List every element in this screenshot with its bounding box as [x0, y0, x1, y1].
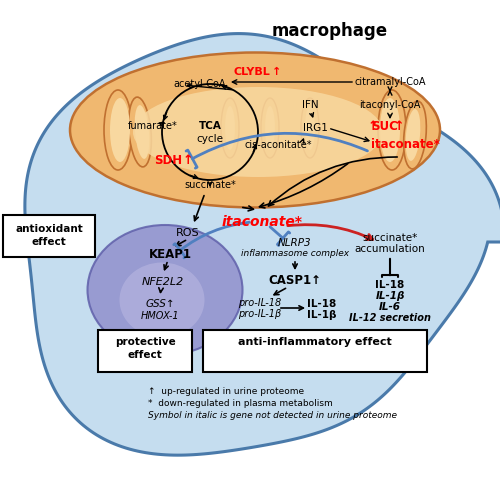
Text: pro-IL-18: pro-IL-18 [238, 298, 282, 308]
Text: protective: protective [114, 337, 176, 347]
Text: ↑: ↑ [394, 120, 404, 134]
Ellipse shape [221, 98, 239, 158]
Ellipse shape [120, 262, 204, 338]
Text: *  down-regulated in plasma metabolism: * down-regulated in plasma metabolism [148, 400, 333, 408]
Text: NLRP3: NLRP3 [278, 238, 312, 248]
Text: antioxidant: antioxidant [15, 224, 83, 234]
Text: citramalyl-CoA: citramalyl-CoA [354, 77, 426, 87]
Text: cycle: cycle [196, 134, 224, 144]
Text: anti-inflammatory effect: anti-inflammatory effect [238, 337, 392, 347]
Text: IFN: IFN [302, 100, 318, 110]
Text: IL-12 secretion: IL-12 secretion [349, 313, 431, 323]
Text: effect: effect [128, 350, 162, 360]
Ellipse shape [378, 90, 406, 170]
Text: NFE2L2: NFE2L2 [142, 277, 184, 287]
Text: fumarate*: fumarate* [128, 121, 178, 131]
Text: itaconate*: itaconate* [222, 215, 302, 229]
Text: Symbol in italic is gene not detected in urine proteome: Symbol in italic is gene not detected in… [148, 412, 397, 420]
Text: CLYBL: CLYBL [233, 67, 270, 77]
Text: IRG1: IRG1 [302, 123, 328, 133]
Text: effect: effect [32, 237, 66, 247]
Ellipse shape [110, 98, 130, 162]
FancyBboxPatch shape [203, 330, 427, 372]
Text: IL-18: IL-18 [376, 280, 404, 290]
Text: GSS↑: GSS↑ [145, 299, 175, 309]
Ellipse shape [265, 106, 275, 150]
Text: CASP1↑: CASP1↑ [268, 274, 322, 286]
Ellipse shape [133, 87, 383, 177]
Ellipse shape [406, 109, 420, 161]
Text: HMOX-1: HMOX-1 [140, 311, 179, 321]
Ellipse shape [70, 52, 440, 208]
Text: TCA: TCA [198, 121, 222, 131]
FancyBboxPatch shape [98, 330, 192, 372]
Ellipse shape [380, 98, 400, 162]
Text: acetyl-CoA: acetyl-CoA [174, 79, 226, 89]
Text: succinate*: succinate* [184, 180, 236, 190]
Text: IL-1β: IL-1β [307, 310, 337, 320]
Text: ↑: ↑ [368, 120, 378, 134]
Text: ROS: ROS [176, 228, 200, 238]
Ellipse shape [305, 106, 315, 150]
Text: KEAP1: KEAP1 [148, 248, 192, 262]
Ellipse shape [88, 225, 242, 355]
Text: IL-18: IL-18 [308, 299, 336, 309]
Text: IL-6: IL-6 [379, 302, 401, 312]
Text: inflammasome complex: inflammasome complex [241, 248, 349, 258]
Ellipse shape [301, 98, 319, 158]
Text: cis-aconitate*: cis-aconitate* [244, 140, 312, 150]
Text: SUC: SUC [372, 120, 398, 134]
Text: pro-IL-1β: pro-IL-1β [238, 309, 282, 319]
Ellipse shape [128, 97, 152, 167]
Text: ↑: ↑ [272, 67, 281, 77]
Ellipse shape [261, 98, 279, 158]
Text: itaconyl-CoA: itaconyl-CoA [360, 100, 420, 110]
Ellipse shape [225, 106, 235, 150]
Text: ↑: ↑ [183, 154, 194, 166]
Text: macrophage: macrophage [272, 22, 388, 40]
Text: ↑  up-regulated in urine proteome: ↑ up-regulated in urine proteome [148, 388, 304, 396]
Polygon shape [25, 34, 500, 455]
FancyBboxPatch shape [3, 215, 95, 257]
Ellipse shape [104, 90, 132, 170]
Text: succinate*: succinate* [362, 233, 418, 243]
Text: itaconate*: itaconate* [370, 138, 440, 151]
Text: SDH: SDH [154, 154, 182, 166]
Text: accumulation: accumulation [354, 244, 426, 254]
Ellipse shape [404, 101, 426, 169]
Ellipse shape [134, 105, 150, 159]
Text: IL-1β: IL-1β [376, 291, 404, 301]
